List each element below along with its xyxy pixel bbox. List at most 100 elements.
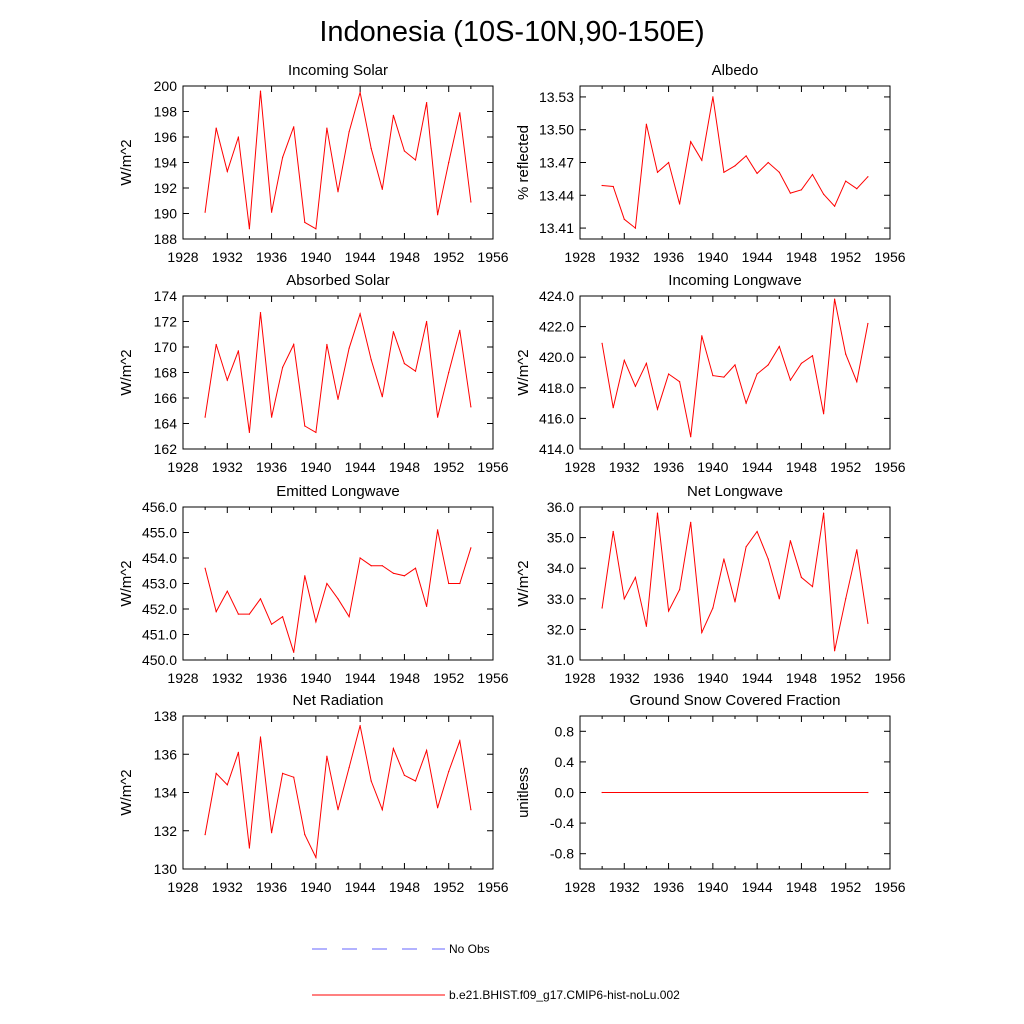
series-line bbox=[602, 96, 869, 230]
data-point bbox=[723, 171, 725, 173]
data-point bbox=[656, 512, 659, 514]
data-point bbox=[823, 413, 825, 415]
series-line bbox=[204, 91, 472, 230]
x-tick-label: 1948 bbox=[786, 249, 817, 265]
plot-frame bbox=[182, 85, 494, 240]
data-point bbox=[867, 622, 869, 624]
data-point bbox=[237, 136, 239, 138]
x-tick-label: 1944 bbox=[345, 459, 376, 475]
x-tick-label: 1944 bbox=[742, 670, 773, 686]
data-point bbox=[237, 751, 239, 753]
x-tick-label: 1944 bbox=[345, 879, 376, 895]
y-axis-label: W/m^2 bbox=[118, 139, 135, 185]
data-point bbox=[601, 607, 603, 609]
data-point bbox=[834, 298, 836, 300]
data-point bbox=[271, 623, 273, 625]
chart-panel-6: Net Radiation W/m^2 1928 1932 1936 1940 1944 19… bbox=[118, 692, 509, 895]
data-point bbox=[470, 201, 472, 203]
data-point bbox=[315, 228, 317, 230]
data-point bbox=[215, 343, 217, 346]
y-tick-label: 31.0 bbox=[547, 652, 574, 668]
y-tick-label: 422.0 bbox=[539, 319, 574, 335]
data-point bbox=[811, 586, 814, 588]
data-point bbox=[304, 425, 306, 427]
data-point bbox=[679, 203, 681, 205]
data-point bbox=[204, 416, 206, 418]
data-point bbox=[668, 373, 670, 375]
y-tick-label: 34.0 bbox=[547, 560, 574, 576]
data-point bbox=[668, 610, 670, 612]
data-point bbox=[271, 211, 273, 213]
data-point bbox=[756, 373, 758, 375]
data-point bbox=[690, 141, 692, 143]
x-tick-label: 1952 bbox=[433, 459, 464, 475]
x-tick-label: 1928 bbox=[564, 670, 595, 686]
data-point bbox=[690, 436, 692, 438]
data-point bbox=[326, 755, 328, 757]
data-point bbox=[645, 123, 648, 125]
chart-panel-1: Albedo % reflected 1928 1932 1936 1940 1944 194… bbox=[515, 62, 906, 265]
data-point bbox=[601, 184, 603, 187]
data-point bbox=[712, 375, 714, 377]
data-point bbox=[745, 402, 747, 404]
data-point bbox=[226, 379, 228, 381]
data-point bbox=[789, 540, 792, 542]
chart-panel-4: Emitted Longwave W/m^2 1928 1932 1936 1940 194… bbox=[118, 483, 509, 686]
data-point bbox=[656, 408, 659, 410]
y-tick-label: 174 bbox=[154, 288, 178, 304]
y-tick-label: 168 bbox=[154, 365, 178, 381]
data-point bbox=[856, 381, 858, 383]
data-point bbox=[712, 607, 714, 609]
data-point bbox=[237, 350, 239, 352]
data-point bbox=[756, 172, 758, 174]
x-tick-label: 1952 bbox=[830, 879, 861, 895]
plot-frame bbox=[579, 295, 891, 450]
data-point bbox=[237, 613, 239, 615]
x-tick-label: 1952 bbox=[433, 670, 464, 686]
data-point bbox=[271, 832, 273, 834]
y-tick-label: 418.0 bbox=[539, 380, 574, 396]
data-point bbox=[789, 379, 792, 381]
y-tick-label: 414.0 bbox=[539, 441, 574, 457]
y-tick-label: 198 bbox=[154, 104, 178, 120]
plot-frame bbox=[579, 85, 891, 240]
y-tick-label: 172 bbox=[154, 314, 178, 330]
y-tick-label: -0.4 bbox=[550, 815, 574, 831]
y-tick-label: 420.0 bbox=[539, 349, 574, 365]
data-point bbox=[426, 749, 428, 752]
x-tick-label: 1932 bbox=[609, 459, 640, 475]
x-tick-label: 1932 bbox=[609, 879, 640, 895]
x-tick-label: 1956 bbox=[874, 249, 905, 265]
y-tick-label: 451.0 bbox=[142, 627, 177, 643]
data-point bbox=[723, 558, 725, 560]
chart-panel-2: Absorbed Solar W/m^2 1928 1932 1936 1940 1944 1… bbox=[118, 272, 509, 475]
data-point bbox=[326, 127, 328, 129]
x-tick-label: 1928 bbox=[564, 879, 595, 895]
data-point bbox=[459, 740, 461, 742]
data-point bbox=[348, 131, 350, 133]
x-tick-label: 1944 bbox=[742, 879, 773, 895]
y-tick-label: 138 bbox=[154, 708, 178, 724]
x-tick-label: 1952 bbox=[830, 459, 861, 475]
data-point bbox=[248, 613, 250, 615]
data-point bbox=[756, 530, 758, 533]
figure-title: Indonesia (10S-10N,90-150E) bbox=[319, 16, 704, 48]
x-tick-label: 1952 bbox=[433, 879, 464, 895]
data-point bbox=[304, 221, 306, 223]
x-tick-label: 1932 bbox=[609, 670, 640, 686]
plot-frame bbox=[182, 715, 494, 870]
data-point bbox=[612, 185, 614, 188]
y-tick-label: 130 bbox=[154, 861, 178, 877]
data-point bbox=[834, 205, 836, 207]
data-point bbox=[337, 191, 339, 193]
series-line bbox=[601, 299, 869, 437]
data-point bbox=[359, 313, 361, 315]
y-tick-label: 200 bbox=[154, 78, 178, 94]
x-tick-label: 1956 bbox=[874, 879, 905, 895]
x-tick-label: 1928 bbox=[564, 459, 595, 475]
y-tick-label: 0.4 bbox=[555, 754, 575, 770]
y-tick-label: 190 bbox=[154, 206, 178, 222]
y-tick-label: 194 bbox=[154, 155, 178, 171]
data-point bbox=[282, 772, 284, 775]
data-point bbox=[645, 625, 648, 627]
